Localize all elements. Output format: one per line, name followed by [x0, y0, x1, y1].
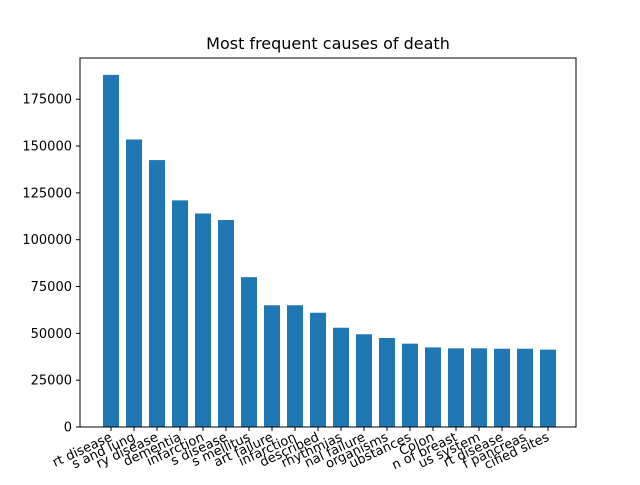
y-tick-label-1: 25000 — [31, 374, 72, 389]
bar-12 — [356, 334, 372, 427]
y-tick-label-6: 150000 — [22, 140, 72, 155]
bars-group — [103, 74, 556, 428]
y-tick-label-0: 0 — [64, 421, 72, 436]
bar-7 — [241, 277, 257, 427]
bar-11 — [333, 327, 349, 427]
bar-4 — [172, 200, 188, 427]
bar-19 — [517, 348, 533, 427]
bar-18 — [494, 348, 510, 427]
bar-16 — [448, 348, 464, 427]
y-tick-label-3: 75000 — [31, 280, 72, 295]
bar-6 — [218, 220, 234, 427]
bar-3 — [149, 160, 165, 427]
bar-14 — [402, 343, 418, 427]
bar-1 — [103, 74, 119, 428]
y-axis: 0 25000 50000 75000 100000 125000 150000 175000 — [22, 93, 80, 436]
y-tick-label-4: 100000 — [22, 233, 72, 248]
chart-title: Most frequent causes of death — [206, 34, 450, 53]
bar-15 — [425, 347, 441, 427]
bar-9 — [287, 305, 303, 427]
bar-13 — [379, 338, 395, 427]
bar-8 — [264, 305, 280, 427]
bar-17 — [471, 348, 487, 427]
plot-frame — [79, 57, 577, 428]
bar-2 — [126, 139, 142, 428]
y-tick-label-2: 50000 — [31, 327, 72, 342]
y-tick-label-5: 125000 — [22, 186, 72, 201]
bar-20 — [540, 349, 556, 427]
bar-5 — [195, 213, 211, 427]
y-tick-label-7: 175000 — [22, 93, 72, 108]
bar-10 — [310, 312, 326, 427]
